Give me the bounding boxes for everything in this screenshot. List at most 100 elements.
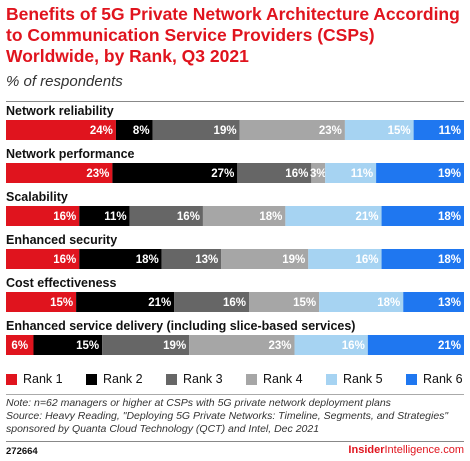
legend-swatch-rank-6: [406, 373, 417, 385]
legend-label-rank-4: Rank 4: [263, 372, 303, 386]
value-label-enhanced-service-delivery-including-slice-based-services-rank-4: 23%: [269, 340, 292, 352]
legend-label-rank-6: Rank 6: [423, 372, 463, 386]
value-label-enhanced-service-delivery-including-slice-based-services-rank-1: 6%: [11, 340, 28, 352]
category-label-scalability: Scalability: [6, 190, 68, 204]
value-label-scalability-rank-3: 16%: [177, 211, 200, 223]
bar-network-performance-rank-3: [237, 163, 312, 183]
bar-scalability-rank-6: [381, 206, 464, 226]
bar-network-performance-rank-2: [112, 163, 238, 183]
bar-enhanced-service-delivery-including-slice-based-services-rank-1: [6, 335, 34, 355]
top-divider: [6, 101, 464, 102]
bar-scalability-rank-2: [79, 206, 130, 226]
value-label-scalability-rank-1: 16%: [53, 211, 76, 223]
bar-enhanced-security-rank-4: [221, 249, 309, 269]
value-label-enhanced-security-rank-6: 18%: [438, 254, 461, 266]
bar-scalability-rank-3: [129, 206, 203, 226]
value-label-network-performance-rank-6: 19%: [438, 168, 461, 180]
bar-enhanced-service-delivery-including-slice-based-services-rank-6: [367, 335, 464, 355]
bar-cost-effectiveness-rank-1: [6, 292, 77, 312]
legend-swatch-rank-4: [246, 373, 257, 385]
footnote: Note: n=62 managers or higher at CSPs wi…: [6, 397, 466, 436]
bar-enhanced-service-delivery-including-slice-based-services-rank-3: [102, 335, 190, 355]
bar-network-reliability-rank-4: [239, 120, 345, 140]
value-label-enhanced-service-delivery-including-slice-based-services-rank-5: 16%: [342, 340, 365, 352]
bar-enhanced-security-rank-5: [308, 249, 382, 269]
bar-enhanced-service-delivery-including-slice-based-services-rank-2: [33, 335, 103, 355]
bar-cost-effectiveness-rank-6: [403, 292, 464, 312]
bar-enhanced-security-rank-1: [6, 249, 80, 269]
value-label-cost-effectiveness-rank-2: 21%: [148, 297, 171, 309]
value-label-network-reliability-rank-2: 8%: [133, 125, 150, 137]
bar-network-reliability-rank-1: [6, 120, 116, 140]
value-label-enhanced-security-rank-1: 16%: [53, 254, 76, 266]
stacked-bar-chart: Network reliability 24% 8% 19% 23% 15% 11% Netw…: [6, 104, 464, 355]
bar-cost-effectiveness-rank-2: [76, 292, 175, 312]
value-label-scalability-rank-6: 18%: [438, 211, 461, 223]
bar-scalability-rank-5: [285, 206, 382, 226]
value-label-cost-effectiveness-rank-5: 18%: [377, 297, 400, 309]
bar-enhanced-security-rank-2: [79, 249, 162, 269]
value-label-cost-effectiveness-rank-3: 16%: [223, 297, 246, 309]
legend-item-rank-2: Rank 2: [86, 371, 143, 387]
bar-enhanced-security-rank-6: [381, 249, 464, 269]
category-label-network-performance: Network performance: [6, 147, 135, 161]
value-label-enhanced-security-rank-5: 16%: [356, 254, 379, 266]
value-label-cost-effectiveness-rank-6: 13%: [438, 297, 461, 309]
legend-item-rank-1: Rank 1: [6, 371, 63, 387]
value-label-cost-effectiveness-rank-1: 15%: [50, 297, 73, 309]
category-label-cost-effectiveness: Cost effectiveness: [6, 276, 117, 290]
value-label-scalability-rank-5: 21%: [356, 211, 379, 223]
legend-divider: [6, 394, 464, 395]
bar-cost-effectiveness-rank-4: [249, 292, 320, 312]
legend-swatch-rank-2: [86, 373, 97, 385]
bar-network-reliability-rank-5: [344, 120, 414, 140]
value-label-network-performance-rank-4: 3%: [310, 168, 327, 180]
legend-item-rank-3: Rank 3: [166, 371, 223, 387]
value-label-scalability-rank-4: 18%: [259, 211, 282, 223]
brand-logo: InsiderIntelligence.com: [348, 444, 464, 456]
legend-label-rank-1: Rank 1: [23, 372, 63, 386]
value-label-enhanced-service-delivery-including-slice-based-services-rank-3: 19%: [163, 340, 186, 352]
value-label-network-performance-rank-5: 11%: [351, 168, 373, 180]
legend-item-rank-5: Rank 5: [326, 371, 383, 387]
bar-scalability-rank-4: [202, 206, 286, 226]
bar-network-reliability-rank-3: [152, 120, 240, 140]
value-label-network-reliability-rank-1: 24%: [90, 125, 113, 137]
value-label-cost-effectiveness-rank-4: 15%: [293, 297, 316, 309]
brand-part-3: .com: [440, 444, 464, 456]
legend-swatch-rank-5: [326, 373, 337, 385]
legend-swatch-rank-3: [166, 373, 177, 385]
value-label-network-reliability-rank-4: 23%: [319, 125, 342, 137]
category-label-network-reliability: Network reliability: [6, 104, 114, 118]
value-label-enhanced-service-delivery-including-slice-based-services-rank-2: 15%: [76, 340, 99, 352]
value-label-enhanced-security-rank-3: 13%: [195, 254, 218, 266]
value-label-scalability-rank-2: 11%: [104, 211, 126, 223]
bar-network-reliability-rank-2: [115, 120, 153, 140]
value-label-network-reliability-rank-3: 19%: [214, 125, 237, 137]
value-label-enhanced-security-rank-4: 19%: [282, 254, 305, 266]
bar-enhanced-service-delivery-including-slice-based-services-rank-4: [189, 335, 295, 355]
bar-network-performance-rank-6: [376, 163, 464, 183]
legend-item-rank-4: Rank 4: [246, 371, 303, 387]
footer-divider: [6, 441, 464, 442]
bar-cost-effectiveness-rank-3: [174, 292, 250, 312]
value-label-network-performance-rank-3: 16%: [285, 168, 308, 180]
chart-title: Benefits of 5G Private Network Architect…: [6, 4, 460, 66]
bar-enhanced-security-rank-3: [161, 249, 222, 269]
bar-cost-effectiveness-rank-5: [319, 292, 404, 312]
value-label-network-performance-rank-2: 27%: [211, 168, 234, 180]
value-label-network-performance-rank-1: 23%: [86, 168, 109, 180]
category-label-enhanced-service-delivery-including-slice-based-services: Enhanced service delivery (including sli…: [6, 319, 355, 333]
chart-legend: Rank 1 Rank 2 Rank 3 Rank 4 Rank 5 Rank …: [6, 371, 466, 387]
source-text: Source: Heavy Reading, "Deploying 5G Pri…: [6, 410, 449, 435]
bar-network-performance-rank-4: [311, 163, 326, 183]
bar-scalability-rank-1: [6, 206, 80, 226]
brand-part-2: Intelligence: [384, 444, 441, 456]
value-label-network-reliability-rank-6: 11%: [439, 125, 461, 137]
chart-id: 272664: [6, 446, 38, 457]
bar-enhanced-service-delivery-including-slice-based-services-rank-5: [294, 335, 368, 355]
note-text: Note: n=62 managers or higher at CSPs wi…: [6, 397, 391, 409]
legend-label-rank-5: Rank 5: [343, 372, 383, 386]
brand-part-1: Insider: [348, 444, 385, 456]
category-label-enhanced-security: Enhanced security: [6, 233, 117, 247]
